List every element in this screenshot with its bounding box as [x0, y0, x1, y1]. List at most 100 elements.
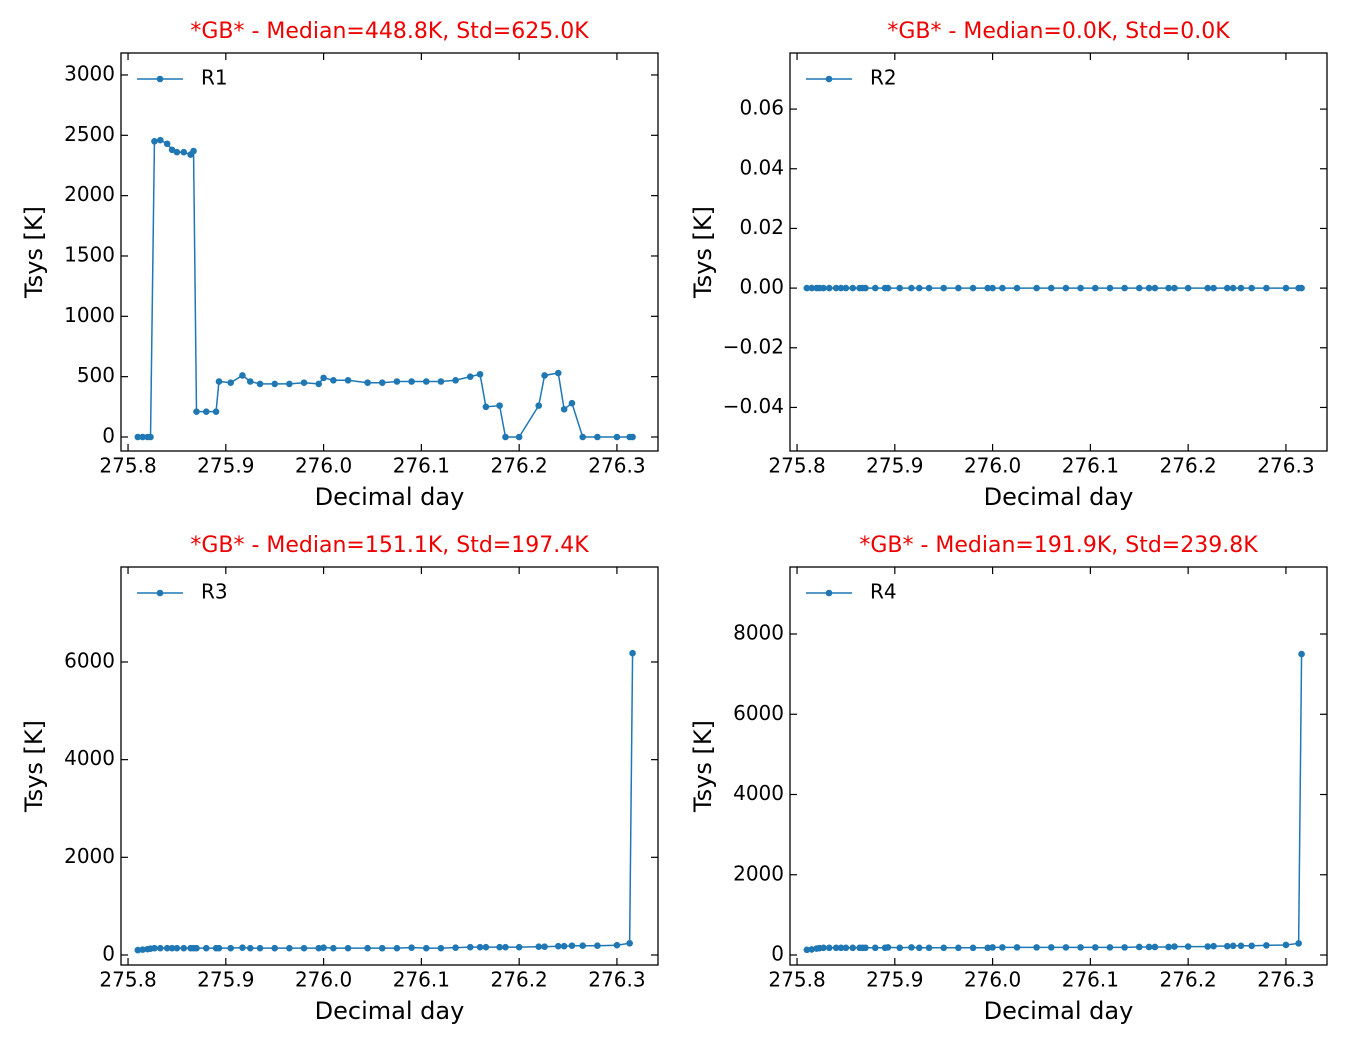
- y-tick-label: 2500: [64, 122, 115, 146]
- data-point: [139, 946, 147, 953]
- data-point: [989, 284, 996, 292]
- data-point: [803, 946, 811, 954]
- data-point: [452, 944, 459, 951]
- subplot: *GB* - Median=191.9K, Std=239.8K Decimal …: [689, 533, 1328, 1025]
- chart-title: *GB* - Median=0.0K, Std=0.0K: [887, 19, 1230, 44]
- data-point: [989, 944, 996, 951]
- data-point: [482, 943, 490, 951]
- chart-title: *GB* - Median=191.9K, Std=239.8K: [859, 533, 1258, 558]
- data-point: [1145, 284, 1153, 292]
- data-point: [515, 433, 523, 441]
- data-point: [344, 944, 352, 952]
- data-point: [837, 284, 845, 292]
- data-point: [1121, 944, 1128, 951]
- data-point: [1106, 944, 1114, 951]
- data-point: [180, 148, 188, 156]
- data-point: [832, 944, 840, 952]
- data-point: [568, 399, 576, 407]
- data-point: [1237, 942, 1245, 950]
- data-point: [227, 944, 235, 952]
- x-tick-label: 276.2: [1160, 454, 1217, 478]
- axes-frame: [120, 52, 659, 452]
- x-tick-label: 276.0: [295, 968, 352, 992]
- legend-marker: [156, 75, 164, 83]
- data-point: [496, 402, 503, 409]
- data-point: [908, 944, 915, 951]
- data-point: [1223, 942, 1231, 950]
- data-point: [1282, 284, 1290, 292]
- data-point: [849, 944, 857, 952]
- y-tick-label: 0.02: [739, 215, 784, 239]
- x-axis-label: Decimal day: [984, 997, 1134, 1025]
- data-point: [134, 433, 142, 441]
- data-point: [163, 944, 171, 952]
- data-point: [1229, 942, 1237, 950]
- subplot: *GB* - Median=0.0K, Std=0.0K Decimal day T…: [689, 19, 1328, 511]
- data-point: [1077, 944, 1084, 951]
- data-point: [999, 284, 1006, 292]
- x-tick-label: 276.0: [295, 454, 352, 478]
- data-point: [476, 943, 484, 951]
- data-point: [984, 944, 992, 952]
- axes-frame: [789, 52, 1328, 452]
- data-point: [286, 944, 293, 952]
- data-point: [808, 284, 816, 292]
- x-tick-label: 276.1: [1062, 968, 1119, 992]
- y-tick-label: 0.00: [739, 275, 784, 299]
- data-line: [806, 654, 1303, 951]
- data-point: [1295, 940, 1302, 947]
- data-point: [535, 943, 543, 950]
- data-point: [969, 284, 977, 292]
- data-point: [832, 284, 840, 292]
- data-point: [884, 284, 892, 292]
- x-axis-label: Decimal day: [315, 997, 465, 1025]
- data-point: [862, 284, 869, 292]
- data-point: [212, 408, 220, 415]
- data-point: [139, 433, 147, 441]
- data-point: [193, 944, 200, 952]
- data-point: [826, 944, 833, 952]
- data-point: [955, 284, 962, 292]
- data-point: [496, 943, 503, 951]
- x-tick-label: 276.2: [491, 968, 548, 992]
- data-point: [1077, 284, 1084, 292]
- data-point: [202, 944, 210, 952]
- data-point: [466, 373, 474, 380]
- data-point: [908, 284, 915, 292]
- data-point: [999, 944, 1006, 951]
- data-point: [1151, 284, 1159, 292]
- data-point: [502, 433, 509, 441]
- subplot: *GB* - Median=151.1K, Std=197.4K Decimal …: [20, 533, 659, 1025]
- data-point: [151, 138, 158, 145]
- data-point: [320, 374, 327, 382]
- data-point: [1210, 942, 1217, 950]
- x-tick-label: 276.2: [491, 454, 548, 478]
- data-point: [330, 944, 337, 952]
- x-tick-label: 276.1: [1062, 454, 1119, 478]
- x-tick-label: 275.9: [197, 968, 254, 992]
- data-point: [151, 944, 158, 952]
- data-point: [862, 944, 869, 952]
- y-tick-label: −0.02: [723, 334, 784, 358]
- x-tick-label: 276.3: [1257, 454, 1314, 478]
- data-point: [1223, 284, 1231, 292]
- x-tick-label: 275.8: [99, 968, 156, 992]
- axes-frame: [789, 566, 1328, 966]
- y-tick-label: −0.04: [723, 394, 784, 418]
- axes-frame: [120, 566, 659, 966]
- data-point: [871, 944, 879, 952]
- x-tick-label: 275.8: [768, 454, 825, 478]
- data-point: [1204, 943, 1212, 950]
- y-axis-label: Tsys [K]: [20, 720, 48, 813]
- x-tick-label: 275.8: [99, 454, 156, 478]
- y-tick-label: 0.06: [739, 96, 784, 120]
- data-point: [1165, 943, 1172, 951]
- data-point: [1091, 284, 1099, 292]
- data-point: [378, 379, 386, 386]
- data-point: [1013, 944, 1021, 951]
- y-tick-label: 2000: [64, 844, 115, 868]
- y-tick-label: 4000: [64, 746, 115, 770]
- data-point: [378, 944, 386, 952]
- data-point: [629, 649, 636, 657]
- data-point: [1033, 944, 1040, 951]
